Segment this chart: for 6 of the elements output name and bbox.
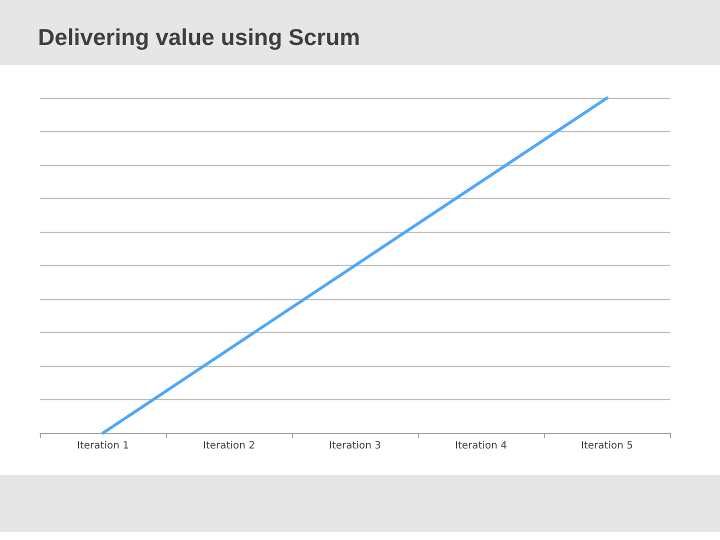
x-tick-label: Iteration 1 xyxy=(77,440,129,452)
x-tick-label: Iteration 2 xyxy=(203,440,255,452)
x-tick-label: Iteration 5 xyxy=(581,440,633,452)
x-tick-label: Iteration 4 xyxy=(455,440,507,452)
chart-title: Delivering value using Scrum xyxy=(38,24,360,51)
x-tick-label: Iteration 3 xyxy=(329,440,381,452)
